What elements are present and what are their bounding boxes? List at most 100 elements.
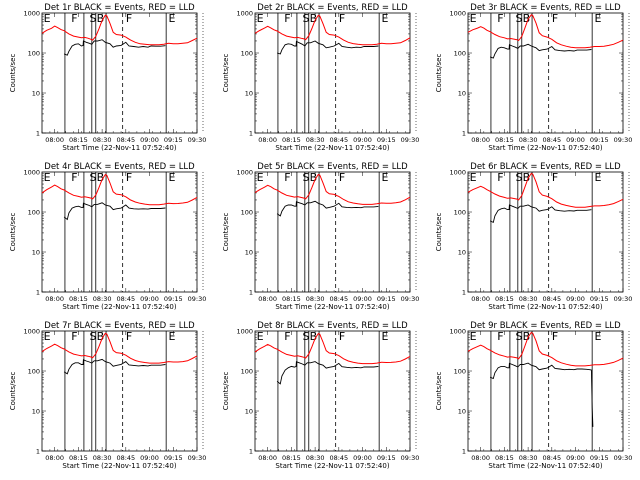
plot-frame [41, 12, 198, 134]
region-label: E [470, 12, 477, 25]
panel-title: Det 7r BLACK = Events, RED = LLD [44, 321, 195, 331]
panel-title: Det 9r BLACK = Events, RED = LLD [470, 321, 621, 331]
y-tick-label: 1 [249, 130, 253, 138]
x-tick-label: 08:45 [329, 136, 348, 144]
events-series-line [276, 40, 379, 55]
region-label: E [470, 330, 477, 343]
x-tick-label: 08:45 [116, 136, 135, 144]
lld-series-line [41, 14, 198, 46]
plot-frame [467, 12, 624, 134]
region-label: B [97, 330, 105, 343]
x-tick-label: 09:15 [377, 136, 396, 144]
x-axis-label: Start Time (22-Nov-11 07:52:40) [275, 303, 389, 311]
x-tick-label: 09:00 [353, 454, 372, 462]
plot-frame [254, 12, 411, 134]
panel-7: Det 7r BLACK = Events, RED = LLD 1 10 100 10… [9, 321, 206, 470]
y-axis-label: Counts/sec [435, 372, 443, 411]
region-label: E [257, 171, 264, 184]
y-tick-label: 10 [458, 249, 466, 257]
x-tick-label: 09:00 [140, 136, 159, 144]
lld-series-line [467, 331, 624, 367]
y-tick-label: 1 [36, 289, 40, 297]
region-label: F [126, 171, 132, 184]
region-label: E [257, 330, 264, 343]
region-label: S [302, 12, 309, 25]
x-tick-label: 08:15 [69, 136, 88, 144]
y-axis-label: Counts/sec [9, 54, 17, 93]
x-tick-label: 09:30 [401, 454, 420, 462]
y-tick-label: 10 [458, 90, 466, 98]
region-label: E [169, 171, 176, 184]
region-label: E [169, 12, 176, 25]
panel-3: Det 3r BLACK = Events, RED = LLD 1 10 100 10… [435, 3, 632, 152]
plot-frame [41, 171, 198, 293]
x-tick-label: 09:30 [188, 295, 207, 303]
x-tick-label: 08:45 [542, 295, 561, 303]
x-tick-label: 08:45 [329, 454, 348, 462]
region-label: E [595, 12, 602, 25]
region-label: E [382, 12, 389, 25]
x-tick-label: 08:15 [495, 454, 514, 462]
x-tick-label: 08:00 [471, 295, 490, 303]
y-axis-label: Counts/sec [222, 54, 230, 93]
x-tick-label: 09:15 [590, 295, 609, 303]
x-tick-label: 09:30 [188, 136, 207, 144]
x-tick-label: 09:00 [353, 136, 372, 144]
region-label: E [44, 171, 51, 184]
panel-9: Det 9r BLACK = Events, RED = LLD 1 10 100 10… [435, 321, 632, 470]
region-label: F [552, 171, 558, 184]
events-series-line [63, 202, 166, 221]
x-tick-label: 09:15 [590, 454, 609, 462]
panel-title: Det 4r BLACK = Events, RED = LLD [44, 162, 195, 172]
lld-series-line [467, 172, 624, 208]
events-series-line [489, 204, 592, 224]
x-tick-label: 08:30 [93, 295, 112, 303]
region-label: E [44, 12, 51, 25]
x-tick-label: 08:30 [93, 454, 112, 462]
panel-title: Det 5r BLACK = Events, RED = LLD [257, 162, 408, 172]
region-label: E [382, 330, 389, 343]
panel-4: Det 4r BLACK = Events, RED = LLD 1 10 100 10… [9, 162, 206, 311]
y-axis-label: Counts/sec [435, 54, 443, 93]
region-label: B [97, 171, 105, 184]
x-tick-label: 08:30 [306, 136, 325, 144]
y-tick-label: 100 [28, 368, 40, 376]
y-tick-label: 1000 [23, 328, 40, 336]
y-tick-label: 100 [454, 368, 466, 376]
y-tick-label: 1 [462, 130, 466, 138]
lld-series-line [41, 173, 198, 206]
region-label: F [497, 330, 503, 343]
y-tick-label: 100 [454, 50, 466, 58]
y-tick-label: 1000 [236, 328, 253, 336]
region-label: F [339, 330, 345, 343]
x-tick-label: 09:00 [566, 136, 585, 144]
plot-frame [467, 171, 624, 293]
region-label: S [515, 171, 522, 184]
region-label: B [310, 171, 318, 184]
x-tick-label: 09:30 [614, 454, 633, 462]
region-label: B [523, 12, 531, 25]
y-axis-label: Counts/sec [222, 213, 230, 252]
x-tick-label: 08:00 [258, 136, 277, 144]
y-tick-label: 1000 [23, 10, 40, 18]
y-tick-label: 1 [249, 289, 253, 297]
x-tick-label: 08:45 [329, 295, 348, 303]
region-label: S [89, 171, 96, 184]
y-tick-label: 10 [32, 249, 40, 257]
panel-title: Det 2r BLACK = Events, RED = LLD [257, 3, 408, 13]
panel-title: Det 6r BLACK = Events, RED = LLD [470, 162, 621, 172]
x-tick-label: 08:30 [306, 454, 325, 462]
plot-frame [254, 171, 411, 293]
x-axis-label: Start Time (22-Nov-11 07:52:40) [62, 462, 176, 470]
region-label: S [515, 330, 522, 343]
x-axis-label: Start Time (22-Nov-11 07:52:40) [488, 462, 602, 470]
x-tick-label: 08:15 [282, 295, 301, 303]
x-tick-label: 08:00 [45, 454, 64, 462]
x-tick-label: 08:30 [93, 136, 112, 144]
x-tick-label: 09:15 [164, 454, 183, 462]
plot-frame [467, 330, 624, 452]
y-tick-label: 100 [241, 209, 253, 217]
y-tick-label: 10 [32, 90, 40, 98]
region-label: F [126, 330, 132, 343]
x-tick-label: 09:15 [377, 295, 396, 303]
